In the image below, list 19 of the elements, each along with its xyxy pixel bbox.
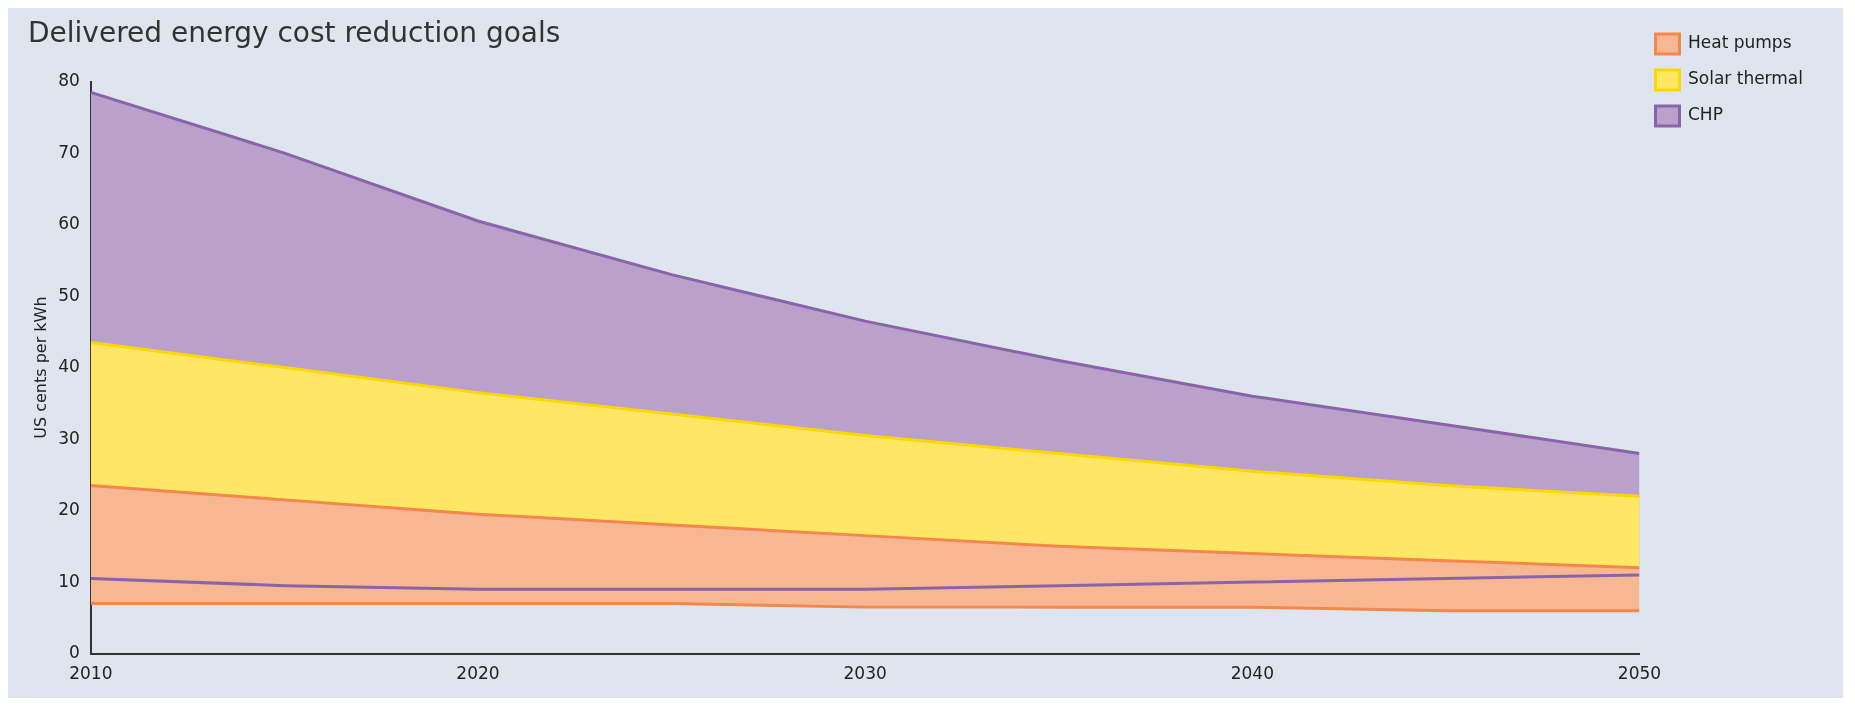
y-tick-label: 80 (58, 70, 80, 91)
x-tick-label: 2030 (843, 663, 887, 684)
y-tick-label: 70 (58, 141, 80, 162)
y-tick-label: 0 (69, 642, 80, 663)
x-tick-label: 2020 (456, 663, 500, 684)
y-tick-label: 10 (58, 570, 80, 591)
chart-title: Delivered energy cost reduction goals (28, 16, 561, 50)
legend-label: Heat pumps (1687, 32, 1792, 53)
y-axis-title: US cents per kWh (30, 296, 50, 439)
y-tick-label: 50 (58, 284, 80, 305)
y-tick-label: 60 (58, 213, 80, 234)
y-tick-label: 30 (58, 427, 80, 448)
x-tick-label: 2050 (1617, 663, 1662, 684)
legend-label: CHP (1687, 104, 1723, 125)
y-tick-label: 40 (58, 356, 80, 377)
y-tick-label: 20 (58, 499, 80, 520)
x-tick-label: 2010 (69, 663, 113, 684)
x-tick-label: 2040 (1230, 663, 1274, 684)
legend-label: Solar thermal (1687, 68, 1803, 89)
